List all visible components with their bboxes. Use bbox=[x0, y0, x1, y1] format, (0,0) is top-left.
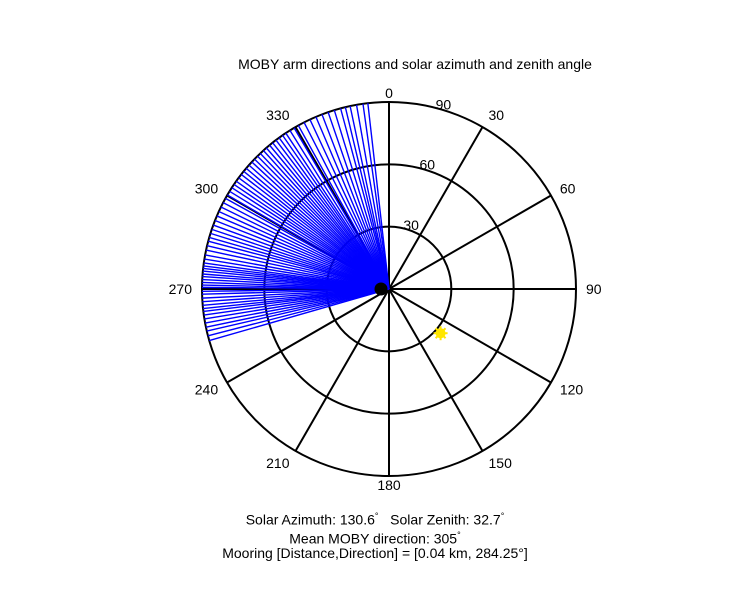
arm-line bbox=[245, 167, 390, 290]
solar-azimuth-text: Solar Azimuth: 130.6 bbox=[245, 511, 375, 528]
angle-tick-label: 180 bbox=[377, 477, 401, 493]
arm-line bbox=[211, 228, 390, 290]
angle-tick-label: 60 bbox=[560, 181, 576, 197]
spoke-30 bbox=[388, 126, 484, 290]
angle-tick-label: 120 bbox=[560, 382, 584, 398]
arm-line bbox=[327, 111, 390, 290]
arm-line bbox=[235, 180, 390, 290]
moby-arm-lines bbox=[202, 103, 390, 342]
sun-ray bbox=[442, 327, 447, 332]
sun-ray bbox=[434, 327, 440, 332]
angle-tick-label: 150 bbox=[489, 455, 513, 471]
arm-line bbox=[207, 288, 390, 337]
arm-line bbox=[206, 244, 390, 290]
arm-line bbox=[227, 194, 390, 290]
arm-line bbox=[209, 236, 390, 290]
degree-mark: ° bbox=[374, 511, 379, 521]
angle-tick-label: 330 bbox=[266, 107, 290, 123]
arm-line bbox=[303, 122, 390, 290]
chart-title: MOBY arm directions and solar azimuth an… bbox=[238, 56, 592, 72]
arm-line bbox=[339, 108, 390, 290]
mooring-suffix: ] bbox=[523, 545, 528, 561]
arm-line bbox=[272, 142, 390, 290]
angle-tick-label: 300 bbox=[195, 181, 219, 197]
mean-moby-caption: Mean MOBY direction: 305° bbox=[0, 526, 750, 549]
arm-line bbox=[285, 132, 390, 290]
arm-line bbox=[204, 258, 390, 290]
arm-line bbox=[259, 152, 390, 290]
arm-line bbox=[214, 219, 390, 290]
arm-line bbox=[210, 232, 390, 290]
arm-line bbox=[367, 103, 390, 290]
arm-line bbox=[289, 130, 390, 290]
arm-line bbox=[205, 288, 390, 328]
angle-tick-label: 0 bbox=[385, 85, 393, 101]
solar-caption: Solar Azimuth: 130.6° Solar Zenith: 32.7… bbox=[0, 507, 750, 530]
sun-marker-icon bbox=[433, 326, 448, 341]
arm-line bbox=[202, 288, 390, 292]
arm-line bbox=[293, 127, 390, 290]
angle-tick-label: 240 bbox=[195, 382, 219, 398]
arm-line bbox=[222, 202, 390, 290]
spoke-240 bbox=[226, 288, 390, 384]
mooring-text: Mooring [Distance,Direction] = [0.04 km,… bbox=[222, 545, 519, 561]
angle-tick-label: 90 bbox=[586, 281, 602, 297]
spoke-150 bbox=[388, 288, 484, 452]
arm-line bbox=[297, 125, 390, 290]
degree-mark: ° bbox=[457, 530, 461, 540]
arm-line bbox=[248, 164, 390, 290]
arm-line bbox=[203, 288, 390, 313]
polar-grid bbox=[201, 101, 577, 477]
arm-line bbox=[309, 119, 390, 290]
spoke-120 bbox=[388, 288, 552, 384]
arm-line bbox=[205, 249, 390, 290]
arm-line bbox=[216, 215, 390, 290]
arm-line bbox=[209, 288, 390, 342]
arm-line bbox=[344, 107, 390, 290]
arm-line bbox=[362, 103, 390, 290]
angle-tick-label: 30 bbox=[489, 107, 505, 123]
arm-line bbox=[220, 206, 390, 290]
angle-tick-label: 270 bbox=[169, 281, 193, 297]
spoke-60 bbox=[388, 194, 552, 290]
mooring-caption: Mooring [Distance,Direction] = [0.04 km,… bbox=[0, 544, 750, 563]
center-marker bbox=[374, 282, 388, 296]
arm-line bbox=[355, 104, 390, 290]
mean-moby-text: Mean MOBY direction: 305 bbox=[289, 530, 458, 547]
arm-line bbox=[218, 210, 390, 290]
arm-line bbox=[315, 116, 390, 290]
solar-zenith-text: Solar Zenith: 32.7 bbox=[390, 511, 501, 528]
angle-tick-label: 210 bbox=[266, 455, 290, 471]
arm-line bbox=[253, 158, 390, 290]
arm-line bbox=[333, 109, 390, 290]
arm-line bbox=[265, 147, 390, 290]
polar-overlay: 0 30 60 90 120 150 180 210 240 270 300 330 30 60 90 bbox=[169, 85, 602, 493]
radial-tick-label: 90 bbox=[436, 96, 452, 112]
sun-ray bbox=[434, 334, 440, 339]
arm-line bbox=[213, 224, 390, 290]
degree-mark: ° bbox=[518, 545, 524, 561]
arm-line bbox=[349, 105, 390, 290]
arm-line bbox=[321, 114, 390, 290]
arm-line bbox=[205, 288, 390, 324]
arm-line bbox=[205, 254, 390, 290]
sun-ray bbox=[442, 334, 447, 339]
arm-line bbox=[278, 137, 390, 290]
spoke-210 bbox=[294, 288, 390, 452]
radial-tick-label: 30 bbox=[403, 217, 419, 233]
degree-mark: ° bbox=[500, 511, 505, 521]
radial-tick-label: 60 bbox=[419, 157, 435, 173]
arm-line bbox=[229, 190, 390, 290]
arm-line bbox=[238, 177, 390, 290]
